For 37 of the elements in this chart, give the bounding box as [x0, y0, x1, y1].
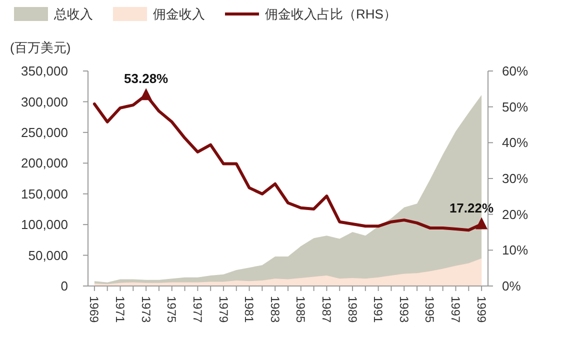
y2-tick-label: 30%	[502, 171, 528, 186]
y-tick-label: 300,000	[21, 94, 68, 110]
y-tick-label: 250,000	[21, 124, 68, 140]
x-tick-label: 1981	[242, 296, 256, 324]
x-tick-label: 1991	[371, 296, 386, 324]
legend-label: 佣金收入占比（RHS）	[265, 6, 396, 22]
y-axis-title: (百万美元)	[10, 40, 71, 55]
x-tick-label: 1993	[396, 296, 411, 324]
x-tick-label: 1971	[113, 296, 128, 324]
y2-tick-label: 0%	[502, 278, 522, 294]
x-tick-label: 1999	[474, 296, 488, 324]
y2-tick-label: 60%	[502, 64, 528, 79]
x-tick-label: 1969	[87, 296, 102, 324]
y2-tick-label: 40%	[502, 135, 528, 150]
x-tick-label: 1983	[268, 296, 282, 324]
legend-label: 总收入	[53, 6, 93, 22]
y2-tick-label: 10%	[502, 242, 528, 258]
data-label: 53.28%	[124, 71, 169, 86]
x-tick-label: 1997	[448, 296, 463, 324]
x-tick-label: 1995	[422, 296, 437, 324]
x-tick-label: 1973	[138, 296, 153, 324]
x-tick-label: 1975	[164, 296, 179, 324]
y-tick-label: 150,000	[21, 186, 68, 202]
y-tick-label: 200,000	[21, 156, 68, 171]
x-tick-label: 1987	[320, 296, 334, 324]
y-tick-label: 50,000	[28, 248, 68, 263]
y2-tick-label: 50%	[502, 99, 528, 114]
y-tick-label: 100,000	[21, 217, 68, 232]
y-tick-label: 0	[60, 278, 68, 294]
legend-label: 佣金收入	[153, 6, 205, 22]
data-label: 17.22%	[449, 200, 494, 216]
y2-tick-label: 20%	[502, 206, 528, 222]
x-tick-label: 1979	[216, 296, 230, 324]
x-tick-label: 1985	[294, 296, 308, 324]
y-tick-label: 350,000	[21, 64, 68, 79]
x-tick-label: 1977	[190, 296, 204, 324]
x-tick-label: 1989	[345, 296, 360, 324]
